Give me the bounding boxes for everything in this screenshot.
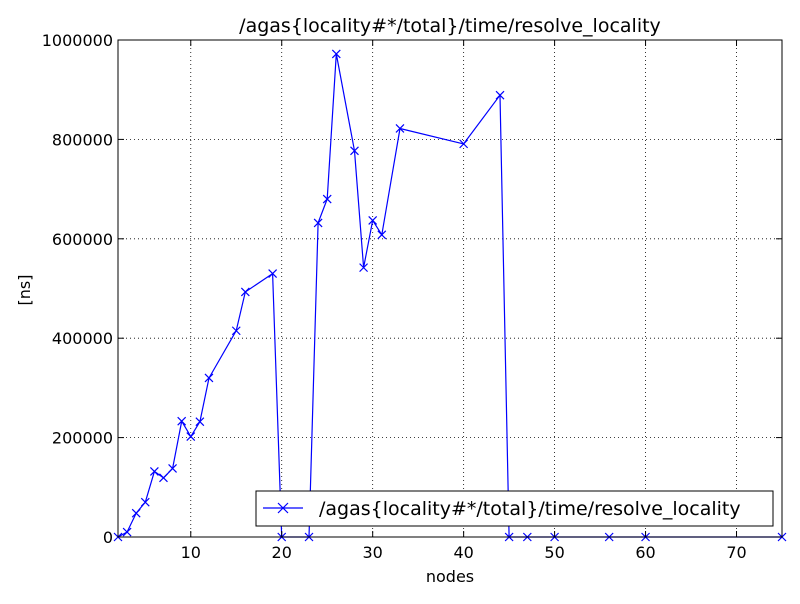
chart-title: /agas{locality#*/total}/time/resolve_loc… [239, 15, 661, 37]
x-tick-label: 20 [272, 543, 292, 562]
data-point-marker [368, 215, 378, 225]
data-point-marker [240, 287, 250, 297]
data-point-marker [140, 497, 150, 507]
data-point-marker [359, 263, 369, 273]
y-tick-label: 200000 [52, 429, 113, 448]
data-point-marker [350, 146, 359, 156]
x-tick-label: 30 [363, 543, 383, 562]
x-tick-label: 60 [635, 543, 655, 562]
y-tick-label: 400000 [52, 329, 113, 348]
data-point-marker [159, 473, 168, 483]
y-tick-label: 600000 [52, 230, 113, 249]
y-tick-label: 1000000 [42, 31, 113, 50]
data-point-marker [204, 373, 214, 383]
data-point-marker [177, 416, 187, 426]
legend-label: /agas{locality#*/total}/time/resolve_loc… [319, 498, 741, 520]
data-point-marker [313, 218, 323, 228]
y-tick-label: 0 [103, 528, 113, 547]
axes: 10 20 30 40 50 60 70 0 200000 400000 600000 800000 1… [42, 31, 782, 562]
grid-lines [118, 39, 782, 538]
series-line [117, 53, 782, 538]
plot-area [113, 49, 787, 542]
data-point-marker [377, 230, 387, 240]
x-axis-label: nodes [426, 567, 474, 586]
y-tick-label: 800000 [52, 130, 113, 149]
x-tick-label: 50 [544, 543, 564, 562]
legend-frame [255, 490, 774, 527]
data-point-marker [495, 90, 505, 100]
data-point-marker [322, 194, 332, 204]
data-point-marker [186, 432, 196, 442]
data-point-marker [195, 417, 205, 427]
legend: /agas{locality#*/total}/time/resolve_loc… [255, 490, 774, 527]
data-point-marker [331, 49, 341, 59]
data-point-marker [122, 527, 132, 537]
data-point-marker [168, 463, 177, 473]
data-point-marker [149, 466, 159, 476]
x-tick-label: 40 [453, 543, 473, 562]
data-point-marker [231, 326, 241, 336]
plot-frame [117, 39, 783, 538]
data-point-marker [459, 139, 469, 149]
data-point-marker [131, 508, 141, 518]
legend-marker-icon [277, 502, 289, 514]
data-point-marker [395, 124, 405, 133]
y-axis-label: [ns] [15, 275, 34, 306]
x-tick-label: 10 [181, 543, 201, 562]
x-tick-label: 70 [726, 543, 746, 562]
data-point-marker [268, 269, 278, 279]
